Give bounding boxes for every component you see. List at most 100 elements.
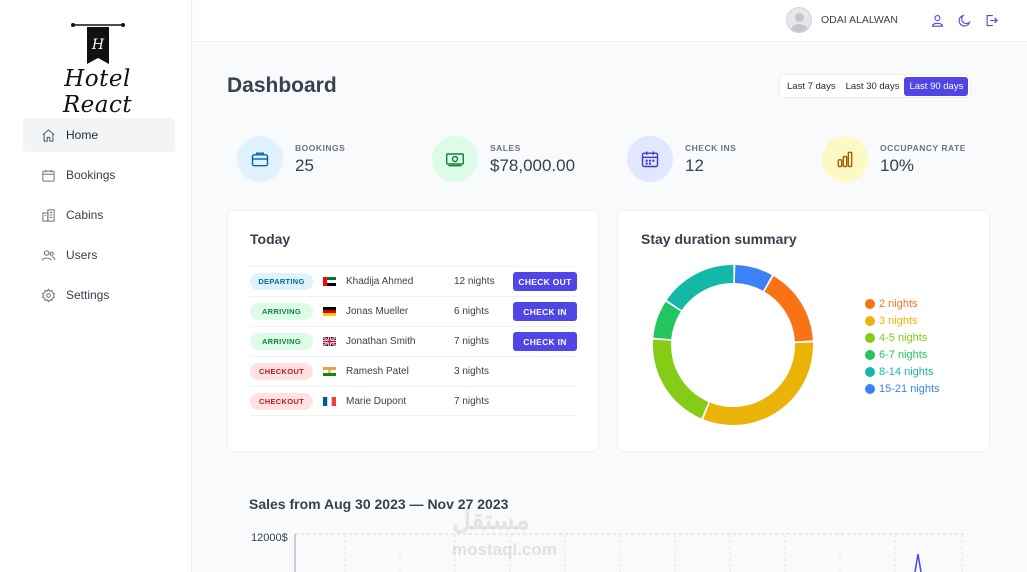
status-badge: CHECKOUT (250, 363, 313, 380)
stat-value: 25 (295, 155, 314, 175)
logout-icon[interactable] (984, 13, 999, 28)
legend-label: 8-14 nights (879, 365, 934, 378)
legend-label: 3 nights (879, 314, 918, 327)
nights: 3 nights (454, 366, 490, 377)
stat-label: SALES (490, 142, 521, 153)
y-axis-tick: 12000$ (251, 532, 288, 544)
status-badge: ARRIVING (250, 333, 313, 350)
nights: 6 nights (454, 306, 490, 317)
chart-bar-icon (837, 151, 853, 168)
stat-icon-circle (627, 136, 673, 182)
donut-slice-6-7-nights[interactable] (653, 301, 681, 340)
legend-label: 15-21 nights (879, 382, 940, 395)
legend-item: 2 nights (865, 295, 940, 312)
logo-monogram: H (91, 37, 105, 53)
main-nav: Home Bookings Cabins Users Settings (23, 118, 175, 318)
nights: 7 nights (454, 395, 490, 407)
stat-value: 12 (685, 155, 704, 175)
calendar-icon (42, 169, 55, 182)
page-title: Dashboard (227, 74, 337, 97)
guest-name: Jonathan Smith (346, 336, 416, 347)
stay-duration-title: Stay duration summary (641, 231, 797, 247)
stat-label: OCCUPANCY RATE (880, 142, 966, 153)
donut-slice-8-14-nights[interactable] (666, 265, 734, 311)
stat-label: BOOKINGS (295, 142, 346, 153)
legend-dot (865, 349, 875, 360)
flag-icon (323, 307, 336, 316)
stat-occupancy-rate: OCCUPANCY RATE 10% (822, 135, 1002, 183)
status-badge: CHECKOUT (250, 392, 313, 410)
sidebar-item-label: Users (66, 248, 98, 262)
donut-slice-3-nights[interactable] (703, 342, 813, 425)
check-in-button[interactable]: CHECK IN (513, 302, 577, 321)
legend-item: 15-21 nights (865, 380, 940, 397)
legend-dot (865, 298, 875, 309)
donut-slice-2-nights[interactable] (764, 276, 813, 342)
stat-sales: SALES $78,000.00 (432, 135, 612, 183)
sidebar-item-label: Settings (66, 288, 110, 302)
legend-label: 4-5 nights (879, 331, 928, 344)
guest-name: Jonas Mueller (346, 306, 409, 317)
stat-icon-circle (432, 136, 478, 182)
today-title: Today (250, 231, 291, 247)
avatar[interactable] (785, 7, 812, 33)
sales-chart-grid (294, 533, 965, 572)
cabins-icon (42, 208, 55, 222)
legend-item: 8-14 nights (865, 363, 940, 380)
stat-bookings: BOOKINGS 25 (237, 135, 417, 183)
legend-dot (865, 366, 875, 377)
briefcase-icon (251, 152, 269, 167)
status-badge: DEPARTING (250, 273, 313, 290)
table-row: CHECKOUT Ramesh Patel 3 nights (250, 356, 577, 386)
chart-legend: 2 nights 3 nights 4-5 nights 6-7 nights 8-14… (865, 295, 940, 397)
home-icon (42, 128, 55, 142)
date-filter: Last 7 days Last 30 days Last 90 days (779, 74, 972, 98)
gear-icon (41, 287, 56, 303)
table-row: ARRIVING Jonathan Smith 7 nights CHECK I… (250, 326, 577, 356)
legend-item: 6-7 nights (865, 346, 940, 363)
sidebar-item-home[interactable]: Home (23, 118, 175, 152)
flag-icon (323, 367, 336, 376)
logo-text: Hotel React (62, 66, 133, 118)
sidebar-item-bookings[interactable]: Bookings (23, 158, 175, 192)
logo[interactable]: H Hotel React (30, 20, 165, 118)
check-in-button[interactable]: CHECK IN (513, 332, 577, 351)
sidebar-item-settings[interactable]: Settings (23, 278, 175, 312)
stat-value: 10% (880, 155, 915, 175)
stat-value: $78,000.00 (490, 155, 576, 175)
filter-last-7-days[interactable]: Last 7 days (787, 80, 836, 92)
stat-icon-circle (822, 136, 868, 182)
legend-dot (865, 332, 875, 343)
nights: 12 nights (454, 276, 495, 287)
nights: 7 nights (454, 336, 490, 347)
donut-slice-15-21-nights[interactable] (734, 265, 772, 291)
sidebar-item-cabins[interactable]: Cabins (23, 198, 175, 232)
sidebar-item-label: Bookings (66, 168, 116, 182)
top-header: ODAI ALALWAN (193, 0, 1027, 42)
filter-last-90-days[interactable]: Last 90 days (904, 76, 969, 96)
legend-label: 6-7 nights (879, 348, 928, 361)
flag-icon (323, 277, 336, 286)
check-out-button[interactable]: CHECK OUT (513, 272, 577, 291)
username: ODAI ALALWAN (820, 14, 898, 26)
flag-icon (323, 337, 336, 346)
banknotes-icon (445, 153, 465, 167)
legend-item: 4-5 nights (865, 329, 940, 346)
legend-label: 2 nights (879, 297, 918, 310)
guest-name: Khadija Ahmed (346, 276, 414, 287)
legend-dot (865, 383, 875, 394)
user-icon[interactable] (930, 13, 945, 28)
guest-name: Ramesh Patel (346, 366, 409, 377)
stat-label: CHECK INS (685, 142, 737, 153)
sidebar-item-users[interactable]: Users (23, 238, 175, 272)
flag-icon (323, 396, 336, 406)
stat-icon-circle (237, 136, 283, 182)
filter-last-30-days[interactable]: Last 30 days (845, 80, 900, 92)
moon-icon[interactable] (957, 13, 972, 28)
sidebar-item-label: Home (66, 128, 99, 142)
donut-slice-4-5-nights[interactable] (653, 339, 709, 419)
watermark-url: mostaql.com (452, 540, 557, 559)
table-row: DEPARTING Khadija Ahmed 12 nights CHECK … (250, 266, 577, 296)
table-row: CHECKOUT Marie Dupont 7 nights (250, 386, 577, 416)
sidebar: H Hotel React Home Bookings Cabins Users… (0, 0, 192, 572)
